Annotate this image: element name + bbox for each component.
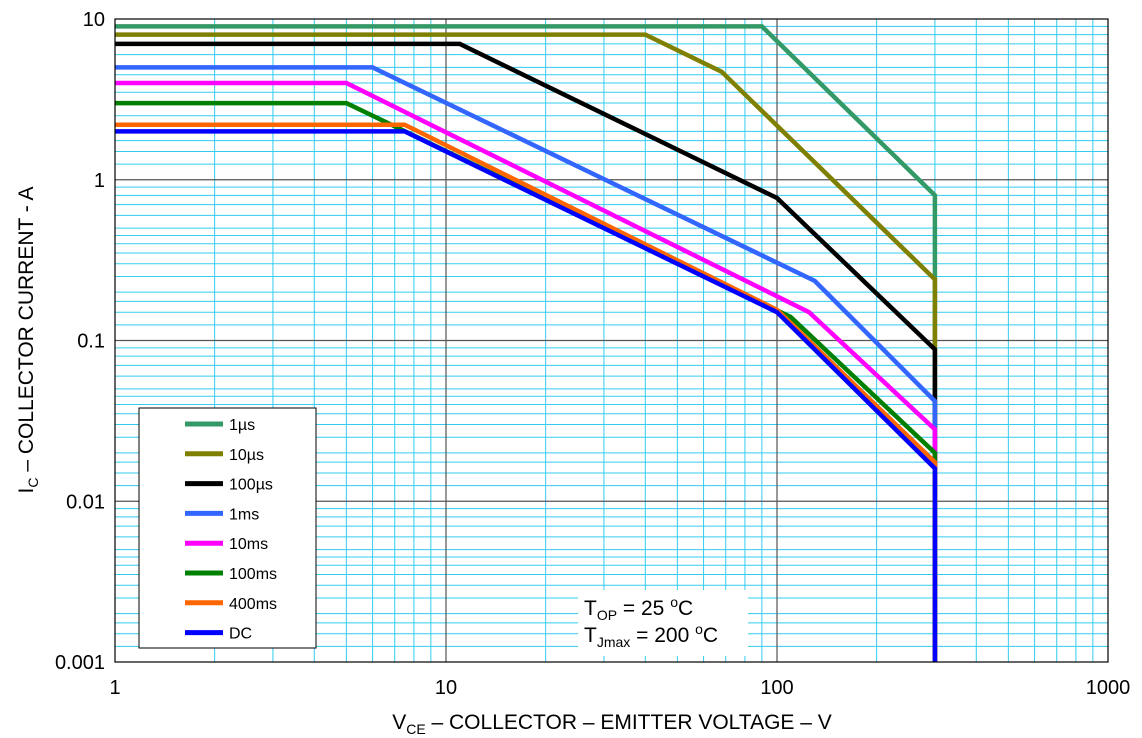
annotation-top-rest: = 25 xyxy=(617,597,670,620)
legend-label: 100µs xyxy=(229,477,273,494)
annotation-top-unit: C xyxy=(678,597,693,620)
legend-label: 1ms xyxy=(229,506,259,523)
plot-frame xyxy=(114,18,1109,663)
legend-label: 1µs xyxy=(229,417,255,434)
annotation-bottom-main: T xyxy=(584,624,597,647)
series-layer xyxy=(115,24,938,662)
series-line-DC xyxy=(115,129,938,662)
x-tick-label: 100 xyxy=(760,677,793,699)
y-tick-label: 10 xyxy=(83,9,105,31)
legend-label: 100ms xyxy=(229,566,277,583)
legend-box xyxy=(138,407,317,649)
y-tick-labels: 0.001 0.01 0.1 1 10 xyxy=(55,9,105,674)
x-tick-label: 10 xyxy=(435,677,457,699)
annotation-bottom-unit: C xyxy=(703,624,718,647)
y-tick-label: 0.01 xyxy=(66,491,105,513)
x-axis-title-main: V xyxy=(392,711,406,734)
y-axis-title-sub: C xyxy=(25,478,41,488)
legend-label: 10ms xyxy=(229,536,268,553)
y-axis-title-main: I xyxy=(15,488,38,494)
legend-label: DC xyxy=(229,626,252,643)
annotation-top-main: T xyxy=(584,597,597,620)
annotation-bottom-sup: o xyxy=(695,621,703,637)
annotation-backdrop xyxy=(578,590,748,656)
annotation-bottom-rest: = 200 xyxy=(630,624,695,647)
y-tick-label: 0.001 xyxy=(55,652,105,674)
x-tick-labels: 1 10 100 1000 xyxy=(109,677,1130,699)
annotation-bottom: TJmax = 200 oC xyxy=(584,621,718,650)
annotation-top-sup: o xyxy=(670,594,678,610)
x-tick-label: 1 xyxy=(109,677,120,699)
x-tick-label: 1000 xyxy=(1086,677,1131,699)
y-axis-title: IC – COLLECTOR CURRENT - A xyxy=(15,187,41,494)
y-tick-label: 1 xyxy=(94,170,105,192)
annotation-top-sub: OP xyxy=(597,607,617,623)
legend: 1µs 10µs 100µs 1ms 10ms 100ms 400ms DC xyxy=(138,407,317,649)
legend-label: 10µs xyxy=(229,447,264,464)
x-axis-title: VCE – COLLECTOR – EMITTER VOLTAGE – V xyxy=(392,711,832,737)
annotation-top: TOP = 25 oC xyxy=(584,594,693,623)
x-axis-title-rest: – COLLECTOR – EMITTER VOLTAGE – V xyxy=(426,711,832,734)
operating-conditions-note: TOP = 25 oC TJmax = 200 oC xyxy=(578,590,748,656)
legend-label: 400ms xyxy=(229,596,277,613)
y-tick-label: 0.1 xyxy=(77,331,105,353)
x-axis-title-sub: CE xyxy=(406,721,425,737)
y-axis-title-rest: – COLLECTOR CURRENT - A xyxy=(15,187,38,478)
annotation-bottom-sub: Jmax xyxy=(597,634,630,650)
